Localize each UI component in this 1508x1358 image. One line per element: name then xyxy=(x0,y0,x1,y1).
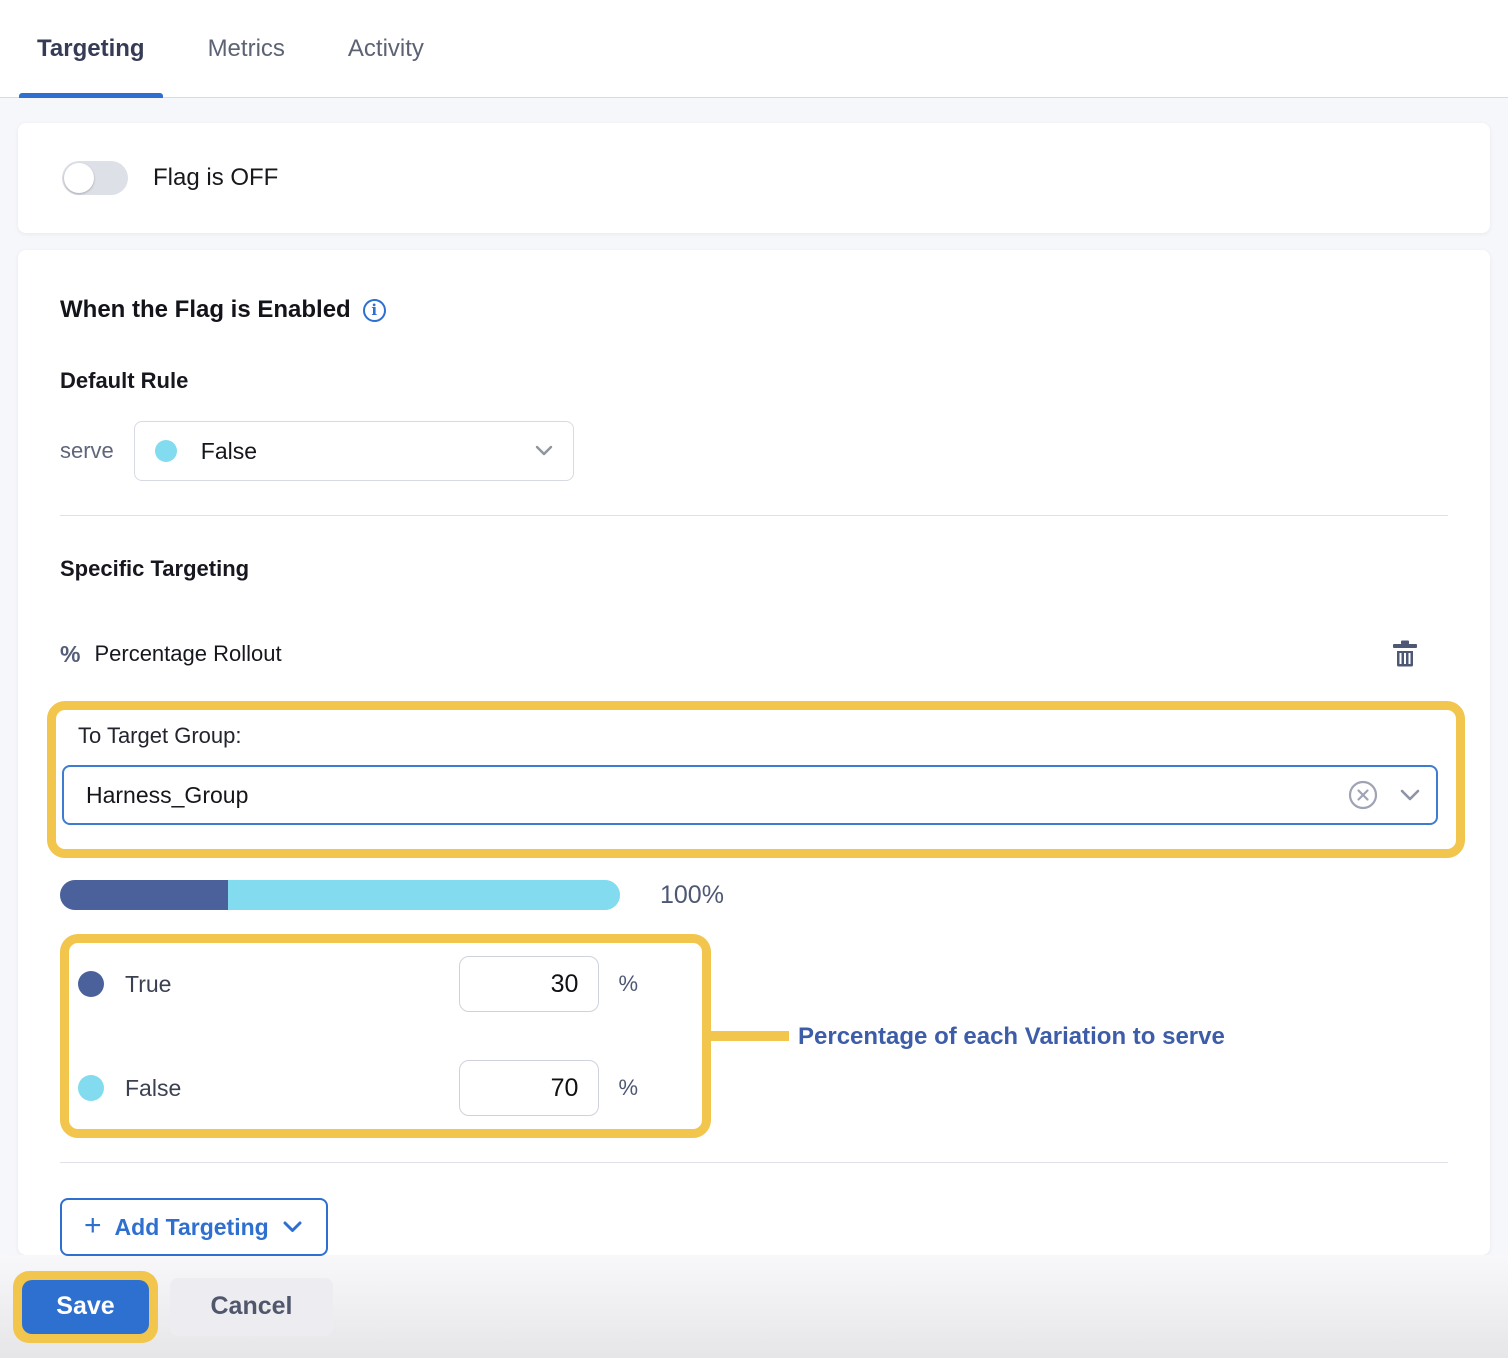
variation-false-dot xyxy=(154,440,177,462)
add-targeting-button[interactable]: + Add Targeting xyxy=(60,1198,328,1256)
variation-row-true: True % xyxy=(78,956,638,1012)
tab-metrics[interactable]: Metrics xyxy=(207,34,285,62)
default-rule-serve-row: serve False xyxy=(60,421,1448,481)
add-targeting-label: Add Targeting xyxy=(114,1213,269,1240)
serve-variation-dropdown[interactable]: False xyxy=(133,421,574,481)
section-divider xyxy=(60,1162,1448,1163)
variation-true-dot xyxy=(78,971,104,997)
percentage-rollout-label: Percentage Rollout xyxy=(94,641,282,666)
delete-rollout-button[interactable] xyxy=(1392,640,1418,668)
variation-true-label: True xyxy=(125,970,172,997)
annotation-text: Percentage of each Variation to serve xyxy=(798,1023,1225,1050)
percent-unit-label: % xyxy=(618,1075,638,1100)
save-highlight-ring: Save xyxy=(13,1270,158,1343)
variation-row-false: False % xyxy=(78,1060,638,1116)
rollout-total-label: 100% xyxy=(660,880,724,909)
variation-false-percent-input[interactable] xyxy=(459,1060,600,1116)
info-icon[interactable]: i xyxy=(362,298,386,322)
default-rule-label: Default Rule xyxy=(60,368,189,393)
tab-activity[interactable]: Activity xyxy=(347,34,424,62)
serve-variation-value: False xyxy=(200,437,258,464)
variation-true-percent-input[interactable] xyxy=(459,956,600,1012)
enabled-title-text: When the Flag is Enabled xyxy=(60,296,351,323)
section-divider xyxy=(60,515,1448,516)
rollout-distribution-bar xyxy=(60,880,620,910)
clear-icon xyxy=(1348,780,1378,810)
chevron-down-icon xyxy=(535,445,552,456)
tab-targeting[interactable]: Targeting xyxy=(19,0,163,98)
clear-selection-button[interactable] xyxy=(1348,780,1378,810)
tab-bar: Targeting Metrics Activity xyxy=(0,0,1508,98)
percent-unit-label: % xyxy=(618,971,638,996)
annotation-connector-line xyxy=(711,1031,789,1041)
rollout-false-segment xyxy=(228,880,620,910)
targeting-card: When the Flag is Enabled i Default Rule … xyxy=(18,250,1490,1256)
save-button[interactable]: Save xyxy=(22,1279,149,1334)
target-group-highlight-box: To Target Group: Harness_Group xyxy=(47,701,1465,858)
rollout-distribution-row: 100% xyxy=(60,880,1448,910)
plus-icon: + xyxy=(84,1208,102,1242)
flag-toggle[interactable] xyxy=(62,161,128,195)
cancel-button[interactable]: Cancel xyxy=(170,1277,333,1336)
target-group-label: To Target Group: xyxy=(78,723,242,748)
specific-targeting-title: Specific Targeting xyxy=(60,556,250,581)
variations-section: True % False % Percentage of each Variat… xyxy=(60,934,1225,1138)
variation-false-dot xyxy=(78,1075,104,1101)
chevron-down-icon xyxy=(283,1221,302,1232)
enabled-section-title: When the Flag is Enabled i xyxy=(60,296,1448,324)
variation-false-label: False xyxy=(125,1074,182,1101)
target-group-value: Harness_Group xyxy=(86,781,249,808)
toggle-knob xyxy=(64,163,94,193)
flag-state-card: Flag is OFF xyxy=(18,123,1490,233)
target-group-select[interactable]: Harness_Group xyxy=(62,765,1438,825)
flag-toggle-label: Flag is OFF xyxy=(153,164,279,191)
serve-label: serve xyxy=(60,438,114,463)
percent-icon: % xyxy=(60,640,81,667)
rollout-true-segment xyxy=(60,880,228,910)
variations-highlight-box: True % False % xyxy=(60,934,711,1138)
chevron-down-icon[interactable] xyxy=(1400,789,1420,802)
trash-icon xyxy=(1393,640,1417,668)
action-footer: Save Cancel xyxy=(0,1255,1508,1358)
percentage-rollout-row: % Percentage Rollout xyxy=(60,640,1448,668)
